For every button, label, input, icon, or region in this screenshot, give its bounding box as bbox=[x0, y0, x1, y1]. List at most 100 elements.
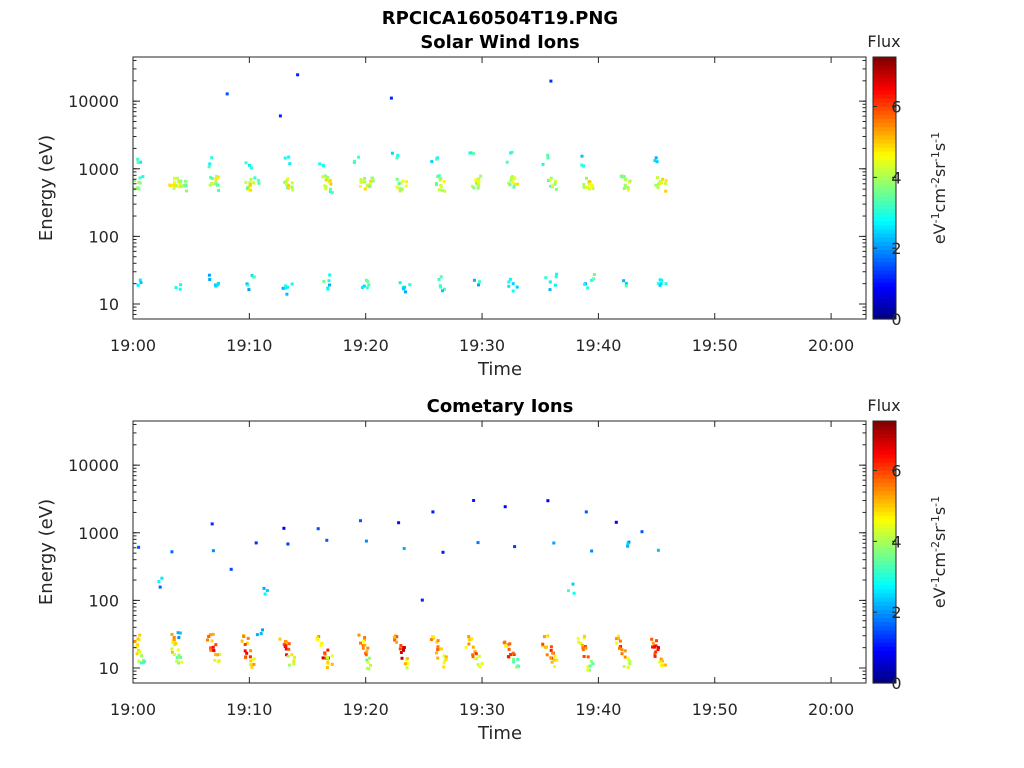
flux-cell bbox=[541, 162, 545, 166]
flux-cell bbox=[663, 181, 667, 185]
y-tick-label: 10 bbox=[99, 659, 119, 678]
flux-cell bbox=[366, 646, 370, 650]
flux-cell bbox=[664, 179, 668, 182]
flux-cell bbox=[207, 165, 211, 169]
flux-cell bbox=[431, 510, 435, 514]
flux-cell bbox=[549, 656, 553, 660]
colorbar-swatch bbox=[873, 138, 896, 144]
colorbar-swatch bbox=[873, 457, 896, 463]
flux-cell bbox=[587, 182, 591, 186]
panel-title: Cometary Ions bbox=[427, 396, 574, 417]
colorbar-swatch bbox=[873, 625, 896, 631]
flux-cell bbox=[208, 278, 212, 281]
flux-cell bbox=[470, 637, 474, 641]
colorbar-swatch bbox=[873, 588, 896, 594]
flux-cell bbox=[137, 187, 141, 191]
flux-cell bbox=[359, 184, 362, 188]
flux-cell bbox=[467, 642, 471, 646]
flux-cell bbox=[580, 163, 584, 167]
flux-cell bbox=[402, 547, 406, 550]
flux-cell bbox=[249, 166, 253, 170]
colorbar-swatch bbox=[873, 441, 896, 447]
flux-cell bbox=[321, 175, 325, 179]
flux-cell bbox=[359, 180, 363, 184]
flux-cell bbox=[254, 541, 258, 545]
flux-cell bbox=[136, 643, 140, 647]
flux-cell bbox=[136, 157, 140, 161]
flux-cell bbox=[178, 631, 182, 635]
flux-cell bbox=[178, 182, 182, 186]
flux-cell bbox=[622, 665, 626, 668]
colorbar-swatch bbox=[873, 531, 896, 537]
colorbar-swatch bbox=[873, 233, 896, 238]
flux-cell bbox=[249, 663, 253, 667]
flux-cell bbox=[257, 181, 261, 185]
flux-cell bbox=[214, 180, 218, 184]
flux-cell bbox=[546, 499, 550, 503]
colorbar-swatch bbox=[873, 175, 896, 181]
flux-cell bbox=[622, 279, 626, 283]
flux-cell bbox=[442, 179, 446, 183]
flux-cell bbox=[420, 598, 424, 602]
colorbar: 0 2 4 6 bbox=[872, 420, 902, 693]
x-tick-label: 19:00 bbox=[110, 336, 156, 355]
flux-cell bbox=[615, 641, 619, 645]
colorbar-tick-label: 6 bbox=[891, 462, 901, 481]
flux-cell bbox=[658, 660, 662, 664]
colorbar-swatch bbox=[873, 310, 896, 316]
flux-cell bbox=[172, 183, 175, 187]
x-tick-label: 20:00 bbox=[808, 700, 854, 719]
colorbar-swatch bbox=[873, 142, 896, 148]
flux-cell bbox=[327, 279, 331, 283]
flux-cell bbox=[138, 176, 142, 180]
flux-cell bbox=[365, 286, 369, 290]
flux-cell bbox=[656, 281, 660, 285]
colorbar-swatch bbox=[873, 314, 896, 320]
flux-cell bbox=[577, 640, 581, 644]
panel-solar-wind-ions: Solar Wind Ions 19:00 19:10 19:20 19:30 19:4… bbox=[36, 32, 949, 380]
flux-cell bbox=[436, 648, 440, 652]
flux-cell bbox=[435, 183, 438, 187]
flux-cell bbox=[507, 284, 511, 288]
colorbar-swatch bbox=[873, 278, 896, 283]
colorbar-swatch bbox=[873, 658, 896, 664]
flux-cell bbox=[508, 642, 512, 646]
flux-cell bbox=[507, 647, 511, 651]
flux-cell bbox=[213, 658, 217, 662]
flux-cell bbox=[442, 654, 446, 658]
flux-cell bbox=[590, 183, 593, 187]
flux-cell bbox=[366, 280, 370, 284]
flux-cell bbox=[139, 160, 143, 164]
flux-cell bbox=[178, 287, 182, 291]
flux-cell bbox=[651, 645, 654, 649]
flux-cell bbox=[399, 181, 403, 185]
flux-cell bbox=[439, 177, 443, 181]
colorbar-swatch bbox=[873, 421, 896, 426]
flux-cell bbox=[175, 656, 179, 660]
flux-cell bbox=[211, 645, 215, 649]
flux-cell bbox=[328, 283, 331, 287]
flux-cell bbox=[160, 576, 164, 580]
flux-cell bbox=[286, 177, 290, 181]
colorbar-swatch bbox=[873, 273, 896, 279]
flux-cell bbox=[397, 521, 401, 525]
flux-cell bbox=[248, 182, 252, 186]
flux-cell bbox=[158, 585, 162, 589]
flux-cell bbox=[177, 636, 181, 640]
flux-cell bbox=[471, 655, 475, 659]
flux-cell bbox=[587, 180, 591, 184]
flux-cell bbox=[286, 654, 290, 658]
panel-title: Solar Wind Ions bbox=[420, 32, 579, 53]
flux-cell bbox=[176, 176, 180, 180]
flux-cell bbox=[249, 177, 253, 181]
flux-cell bbox=[172, 638, 176, 642]
flux-cell bbox=[437, 188, 441, 192]
flux-cell bbox=[656, 548, 660, 552]
flux-cell bbox=[511, 651, 515, 655]
flux-cell bbox=[390, 151, 394, 155]
flux-cell bbox=[442, 665, 446, 669]
flux-cell bbox=[586, 668, 590, 672]
colorbar-swatch bbox=[873, 147, 896, 152]
flux-cell bbox=[207, 273, 211, 277]
flux-cell bbox=[506, 643, 510, 647]
